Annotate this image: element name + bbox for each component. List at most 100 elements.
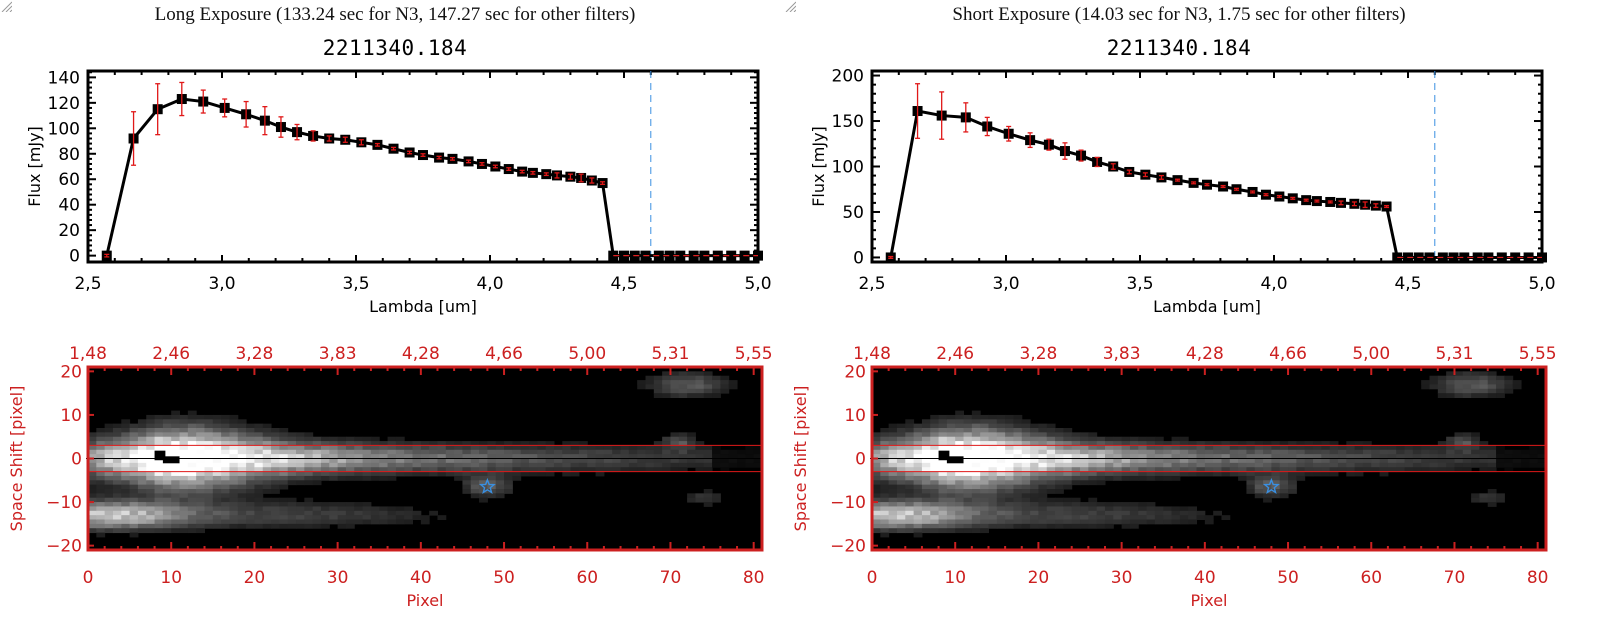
x-tick-label: 2,5 bbox=[858, 274, 885, 294]
image-pixel bbox=[712, 493, 721, 499]
object-id: 2211340.184 bbox=[1106, 36, 1252, 60]
image-pixel bbox=[204, 475, 214, 481]
image-pixel bbox=[246, 493, 255, 499]
y-tick-label: 100 bbox=[48, 119, 80, 139]
image-pixel bbox=[204, 441, 214, 446]
image-pixel bbox=[537, 462, 547, 468]
image-pixel bbox=[395, 436, 405, 442]
image-pixel bbox=[1471, 375, 1480, 381]
image-pixel bbox=[204, 489, 214, 494]
image-pixel bbox=[254, 493, 264, 499]
error-bar bbox=[554, 172, 560, 179]
image-pixel bbox=[553, 462, 563, 468]
image-pixel bbox=[88, 480, 97, 486]
image-pixel bbox=[1021, 441, 1031, 446]
image-pixel bbox=[745, 454, 755, 459]
image-pixel bbox=[963, 449, 973, 455]
image-pixel bbox=[545, 441, 555, 446]
image-pixel bbox=[1021, 432, 1031, 438]
image-pixel bbox=[1412, 458, 1422, 464]
image-pixel bbox=[1412, 462, 1422, 468]
image-pixel bbox=[1346, 458, 1356, 464]
image-pixel bbox=[1146, 441, 1156, 446]
image-pixel bbox=[946, 493, 956, 499]
image-pixel bbox=[955, 428, 965, 433]
error-bar bbox=[1303, 198, 1309, 202]
image-pixel bbox=[262, 489, 272, 494]
image-pixel bbox=[1030, 493, 1039, 499]
image-pixel bbox=[179, 502, 189, 507]
image-pixel bbox=[562, 454, 572, 459]
image-pixel bbox=[304, 471, 314, 477]
image-pixel bbox=[495, 493, 505, 499]
image-pixel bbox=[196, 467, 205, 473]
image-pixel bbox=[179, 510, 189, 516]
image-pixel bbox=[229, 497, 239, 503]
image-pixel bbox=[921, 497, 931, 503]
image-pixel bbox=[1005, 419, 1014, 425]
image-pixel bbox=[1496, 393, 1505, 398]
image-pixel bbox=[963, 423, 973, 429]
image-pixel bbox=[204, 471, 214, 477]
image-pixel bbox=[262, 458, 272, 464]
image-pixel bbox=[896, 497, 906, 503]
image-pixel bbox=[1038, 445, 1048, 451]
image-pixel bbox=[1071, 475, 1081, 481]
image-pixel bbox=[872, 484, 881, 490]
image-pixel bbox=[628, 467, 638, 473]
image-pixel bbox=[930, 419, 940, 425]
image-pixel bbox=[96, 506, 106, 512]
image-pixel bbox=[888, 497, 898, 503]
image-pixel bbox=[404, 441, 414, 446]
image-pixel bbox=[971, 519, 981, 525]
image-pixel bbox=[946, 445, 956, 451]
image-pixel bbox=[112, 471, 122, 477]
image-pixel bbox=[1080, 449, 1089, 455]
image-pixel bbox=[187, 502, 197, 507]
image-pixel bbox=[354, 445, 364, 451]
image-pixel bbox=[287, 475, 297, 481]
image-pixel bbox=[896, 441, 906, 446]
x-tick-label: 80 bbox=[1527, 568, 1549, 588]
image-pixel bbox=[212, 414, 222, 420]
image-pixel bbox=[1005, 515, 1014, 520]
image-pixel bbox=[1446, 384, 1455, 390]
image-pixel bbox=[980, 419, 989, 425]
image-pixel bbox=[888, 515, 898, 520]
image-pixel bbox=[429, 445, 438, 451]
image-pixel bbox=[146, 445, 156, 451]
image-pixel bbox=[187, 436, 197, 442]
image-pixel bbox=[304, 432, 314, 438]
image-pixel bbox=[162, 436, 172, 442]
image-pixel bbox=[129, 523, 139, 529]
resize-grip-icon[interactable] bbox=[784, 0, 796, 12]
image-pixel bbox=[587, 467, 597, 473]
image-pixel bbox=[963, 454, 973, 459]
image-pixel bbox=[137, 428, 147, 433]
image-pixel bbox=[470, 441, 480, 446]
image-pixel bbox=[487, 454, 497, 459]
image-pixel bbox=[246, 489, 255, 494]
image-pixel bbox=[1088, 445, 1098, 451]
image-pixel bbox=[720, 388, 730, 394]
image-pixel bbox=[1030, 428, 1039, 433]
error-bar bbox=[888, 255, 894, 260]
resize-grip-icon[interactable] bbox=[0, 0, 12, 12]
image-pixel bbox=[930, 467, 940, 473]
x-tick-label: 70 bbox=[660, 568, 682, 588]
image-pixel bbox=[1304, 441, 1314, 446]
image-pixel bbox=[1013, 502, 1023, 507]
image-pixel bbox=[162, 528, 172, 534]
image-pixel bbox=[745, 449, 755, 455]
image-pixel bbox=[1080, 458, 1089, 464]
image-pixel bbox=[420, 467, 430, 473]
image-pixel bbox=[930, 428, 940, 433]
error-bar bbox=[1078, 149, 1084, 162]
image-pixel bbox=[1021, 454, 1031, 459]
image-pixel bbox=[1362, 467, 1372, 473]
image-pixels bbox=[88, 371, 763, 538]
image-pixel bbox=[379, 519, 389, 525]
image-pixel bbox=[395, 510, 405, 516]
image-pixel bbox=[1454, 432, 1464, 438]
image-pixel bbox=[996, 523, 1006, 529]
